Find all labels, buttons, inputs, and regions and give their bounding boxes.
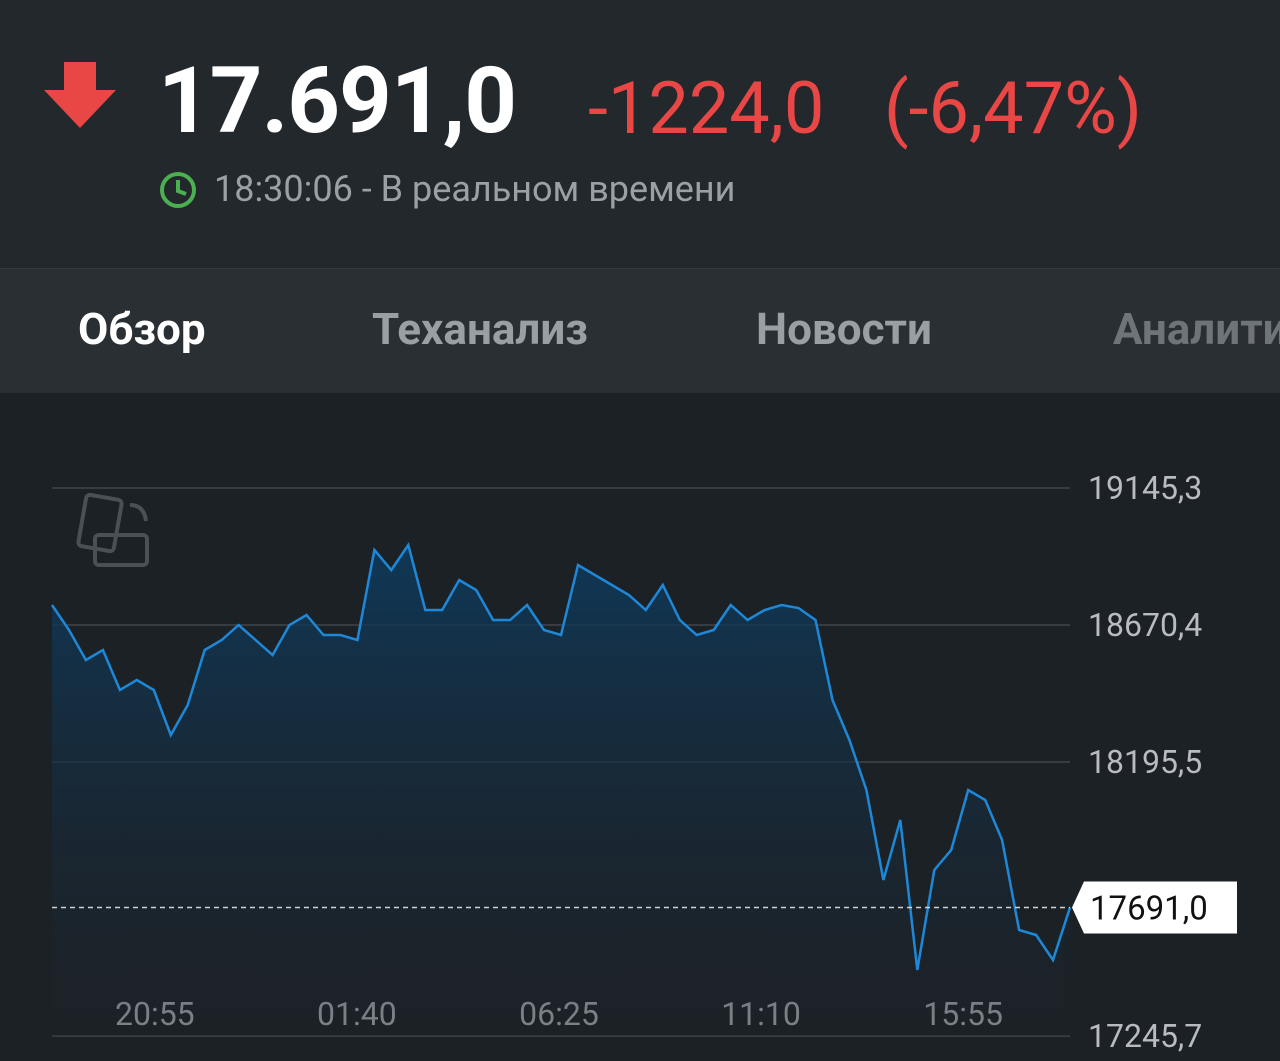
clock-icon: [160, 172, 196, 208]
y-tick-label: 19145,3: [1088, 469, 1202, 507]
x-tick-label: 01:40: [317, 995, 397, 1033]
price: 17.691,0: [158, 48, 517, 155]
tab[interactable]: Обзор: [78, 303, 206, 355]
rotate-icon: [76, 492, 149, 567]
down-arrow: [44, 62, 116, 128]
change: -1224,0: [588, 66, 825, 151]
tab[interactable]: Новости: [756, 303, 932, 355]
tab-bar: Обзор Теханализ Новости Аналитика: [0, 269, 1280, 393]
tab[interactable]: Теханализ: [372, 303, 588, 355]
time-note: - В реальном времени: [361, 168, 736, 210]
y-tick-label: 18195,5: [1088, 743, 1202, 781]
x-tick-label: 06:25: [519, 995, 599, 1033]
last-price-label: 17691,0: [1090, 890, 1208, 929]
x-tick-label: 15:55: [923, 995, 1003, 1033]
price-line: [50, 542, 1072, 971]
y-tick-label: 17245,7: [1088, 1017, 1202, 1055]
tab[interactable]: Аналитика: [1113, 303, 1280, 355]
x-tick-label: 11:10: [721, 995, 801, 1033]
time-value: 18:30:06: [214, 168, 353, 210]
y-tick-label: 18670,4: [1088, 606, 1202, 644]
last-price-box: [1072, 881, 1237, 934]
quote-header: 17.691,0 -1224,0 (-6,47%) 18:30:06 - В р…: [0, 0, 1280, 269]
x-tick-label: 20:55: [115, 995, 195, 1033]
change-percent: (-6,47%): [884, 66, 1142, 151]
area: [52, 545, 1070, 1036]
time: 18:30:06 - В реальном времени: [214, 168, 735, 210]
